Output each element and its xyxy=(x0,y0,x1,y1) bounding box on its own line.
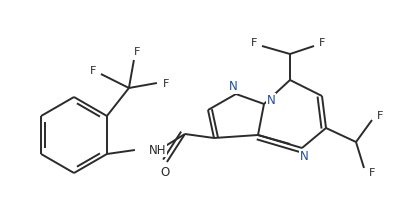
Text: N: N xyxy=(229,81,237,93)
Text: F: F xyxy=(134,47,140,57)
Text: F: F xyxy=(90,66,96,76)
Text: F: F xyxy=(163,79,169,89)
Text: F: F xyxy=(319,38,325,48)
Text: NH: NH xyxy=(149,144,166,156)
Text: N: N xyxy=(266,93,275,106)
Text: F: F xyxy=(369,168,375,178)
Text: F: F xyxy=(377,111,383,121)
Text: O: O xyxy=(160,166,169,179)
Text: N: N xyxy=(299,151,309,163)
Text: F: F xyxy=(251,38,257,48)
